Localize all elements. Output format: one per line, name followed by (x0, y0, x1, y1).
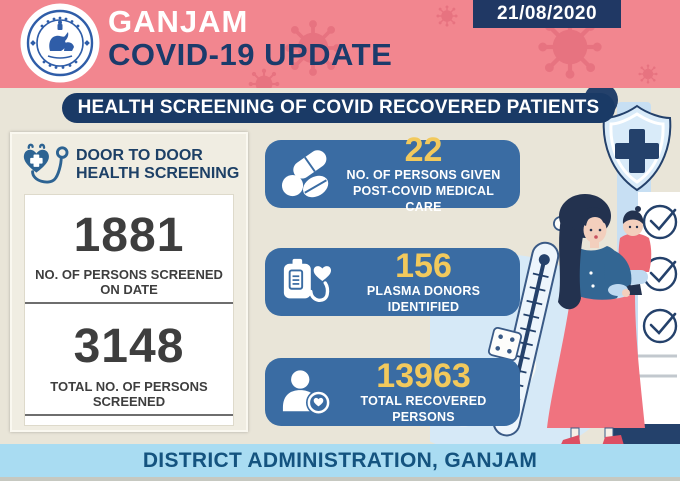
header-bar: GANJAM COVID-19 UPDATE 21/08/2020 (0, 0, 680, 88)
checklist-panel (633, 192, 680, 442)
stat-pill-post-covid-care: 22 NO. OF PERSONS GIVEN POST-COVID MEDIC… (265, 133, 520, 214)
bottom-strip (0, 477, 680, 481)
stethoscope-heart-icon (23, 143, 69, 184)
banner: HEALTH SCREENING OF COVID RECOVERED PATI… (62, 93, 615, 123)
pill-value: 22 (404, 130, 443, 169)
card-title-line2: HEALTH SCREENING (76, 165, 240, 182)
district-name: GANJAM (108, 4, 249, 39)
stat-value: 1881 (73, 209, 185, 262)
dice-icon (487, 326, 523, 362)
stat-label: TOTAL NO. OF PERSONS SCREENED (25, 375, 233, 416)
recovered-person-icon (275, 367, 337, 417)
mother-and-child (547, 194, 652, 444)
pill-label-line1: TOTAL RECOVERED PERSONS (360, 393, 487, 424)
main-content: HEALTH SCREENING OF COVID RECOVERED PATI… (0, 88, 680, 444)
pill-body: 22 NO. OF PERSONS GIVEN POST-COVID MEDIC… (337, 133, 520, 216)
footer-bar: DISTRICT ADMINISTRATION, GANJAM (0, 444, 680, 477)
screening-stats-box: 1881 NO. OF PERSONS SCREENED ON DATE 314… (24, 194, 234, 426)
page-title: COVID-19 UPDATE (108, 37, 393, 73)
stat-total-screened: 3148 TOTAL NO. OF PERSONS SCREENED (25, 320, 233, 416)
pill-body: 156 PLASMA DONORS IDENTIFIED (337, 249, 520, 316)
stat-pill-total-recovered: 13963 TOTAL RECOVERED PERSONS (265, 358, 520, 426)
card-title-line1: DOOR TO DOOR (76, 146, 203, 164)
medicine-pills-icon (275, 149, 337, 199)
pill-label-line1: PLASMA DONORS IDENTIFIED (366, 283, 481, 314)
stat-pill-plasma-donors: 156 PLASMA DONORS IDENTIFIED (265, 248, 520, 316)
pill-label-line1: NO. OF PERSONS GIVEN (346, 167, 501, 182)
card-header: DOOR TO DOOR HEALTH SCREENING (12, 134, 246, 192)
pill-body: 13963 TOTAL RECOVERED PERSONS (337, 359, 520, 426)
shield-cross-icon (602, 104, 672, 192)
date-badge: 21/08/2020 (473, 0, 621, 28)
stat-value: 3148 (73, 320, 185, 374)
pill-label-line2: POST-COVID MEDICAL CARE (352, 183, 495, 215)
pill-value: 156 (395, 246, 452, 285)
stat-screened-on-date: 1881 NO. OF PERSONS SCREENED ON DATE (25, 209, 233, 305)
plasma-bag-icon (275, 257, 337, 307)
card-title: DOOR TO DOOR HEALTH SCREENING (76, 147, 239, 184)
odisha-state-seal-logo (20, 3, 100, 83)
door-to-door-card: DOOR TO DOOR HEALTH SCREENING 1881 NO. O… (10, 132, 248, 432)
pill-value: 13963 (376, 356, 471, 395)
stat-label: NO. OF PERSONS SCREENED ON DATE (25, 263, 233, 305)
header-titles: GANJAM COVID-19 UPDATE (108, 5, 392, 72)
